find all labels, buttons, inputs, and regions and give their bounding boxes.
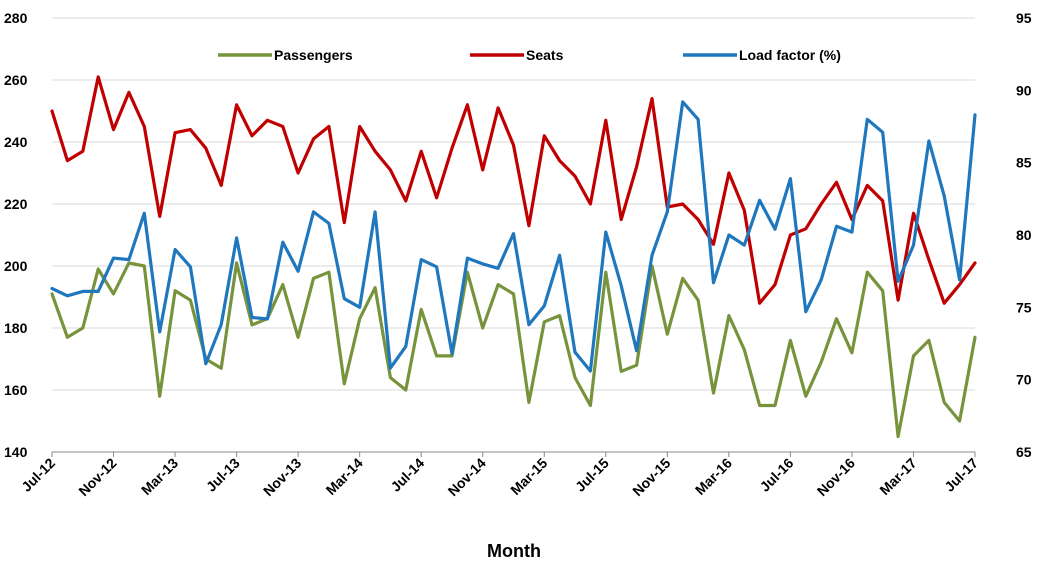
series-line-passengers bbox=[50, 261, 977, 439]
x-tick-label: Jul-16 bbox=[757, 455, 797, 495]
series-line-load-factor bbox=[50, 100, 977, 373]
x-tick-label: Mar-14 bbox=[323, 455, 366, 498]
x-tick-label: Mar-16 bbox=[692, 455, 735, 498]
left-y-tick-label: 260 bbox=[4, 72, 28, 88]
left-y-tick-label: 280 bbox=[4, 10, 28, 26]
x-tick-label: Mar-13 bbox=[138, 455, 181, 498]
x-tick-label: Nov-14 bbox=[445, 455, 489, 499]
series-lines bbox=[50, 75, 977, 439]
legend-label-load-factor: Load factor (%) bbox=[739, 47, 841, 63]
x-tick-label: Jul-12 bbox=[18, 455, 58, 495]
right-y-tick-label: 90 bbox=[1016, 82, 1032, 98]
x-axis: Jul-12 Nov-12 Mar-13 Jul-13 Nov-13 Mar-14 Jul-… bbox=[18, 452, 981, 499]
left-y-tick-label: 200 bbox=[4, 258, 28, 274]
x-tick-label: Mar-15 bbox=[507, 455, 550, 498]
right-y-tick-label: 80 bbox=[1016, 227, 1032, 243]
legend: Passengers Seats Load factor (%) bbox=[218, 47, 841, 63]
right-y-tick-label: 65 bbox=[1016, 444, 1032, 460]
series-line-seats bbox=[50, 75, 977, 305]
legend-label-seats: Seats bbox=[526, 47, 564, 63]
x-tick-label: Jul-13 bbox=[203, 455, 243, 495]
x-tick-label: Nov-16 bbox=[814, 455, 858, 499]
x-tick-label: Nov-13 bbox=[260, 455, 304, 499]
left-y-tick-label: 180 bbox=[4, 320, 28, 336]
legend-label-passengers: Passengers bbox=[274, 47, 353, 63]
left-y-axis: 140 160 180 200 220 240 260 280 bbox=[4, 10, 28, 460]
x-tick-label: Nov-15 bbox=[629, 455, 673, 499]
left-y-tick-label: 140 bbox=[4, 444, 28, 460]
x-tick-label: Jul-17 bbox=[941, 455, 981, 495]
x-tick-label: Mar-17 bbox=[876, 455, 919, 498]
x-tick-label: Jul-15 bbox=[572, 455, 612, 495]
right-y-axis: 65 70 75 80 85 90 95 bbox=[1016, 10, 1032, 460]
left-y-tick-label: 160 bbox=[4, 382, 28, 398]
left-y-tick-label: 240 bbox=[4, 134, 28, 150]
left-y-tick-label: 220 bbox=[4, 196, 28, 212]
right-y-tick-label: 70 bbox=[1016, 372, 1032, 388]
right-y-tick-label: 85 bbox=[1016, 155, 1032, 171]
right-y-tick-label: 95 bbox=[1016, 10, 1032, 26]
x-tick-label: Nov-12 bbox=[75, 455, 119, 499]
right-y-tick-label: 75 bbox=[1016, 299, 1032, 315]
x-axis-title: Month bbox=[487, 541, 541, 561]
gridlines bbox=[52, 17, 975, 391]
x-tick-label: Jul-14 bbox=[387, 455, 427, 495]
